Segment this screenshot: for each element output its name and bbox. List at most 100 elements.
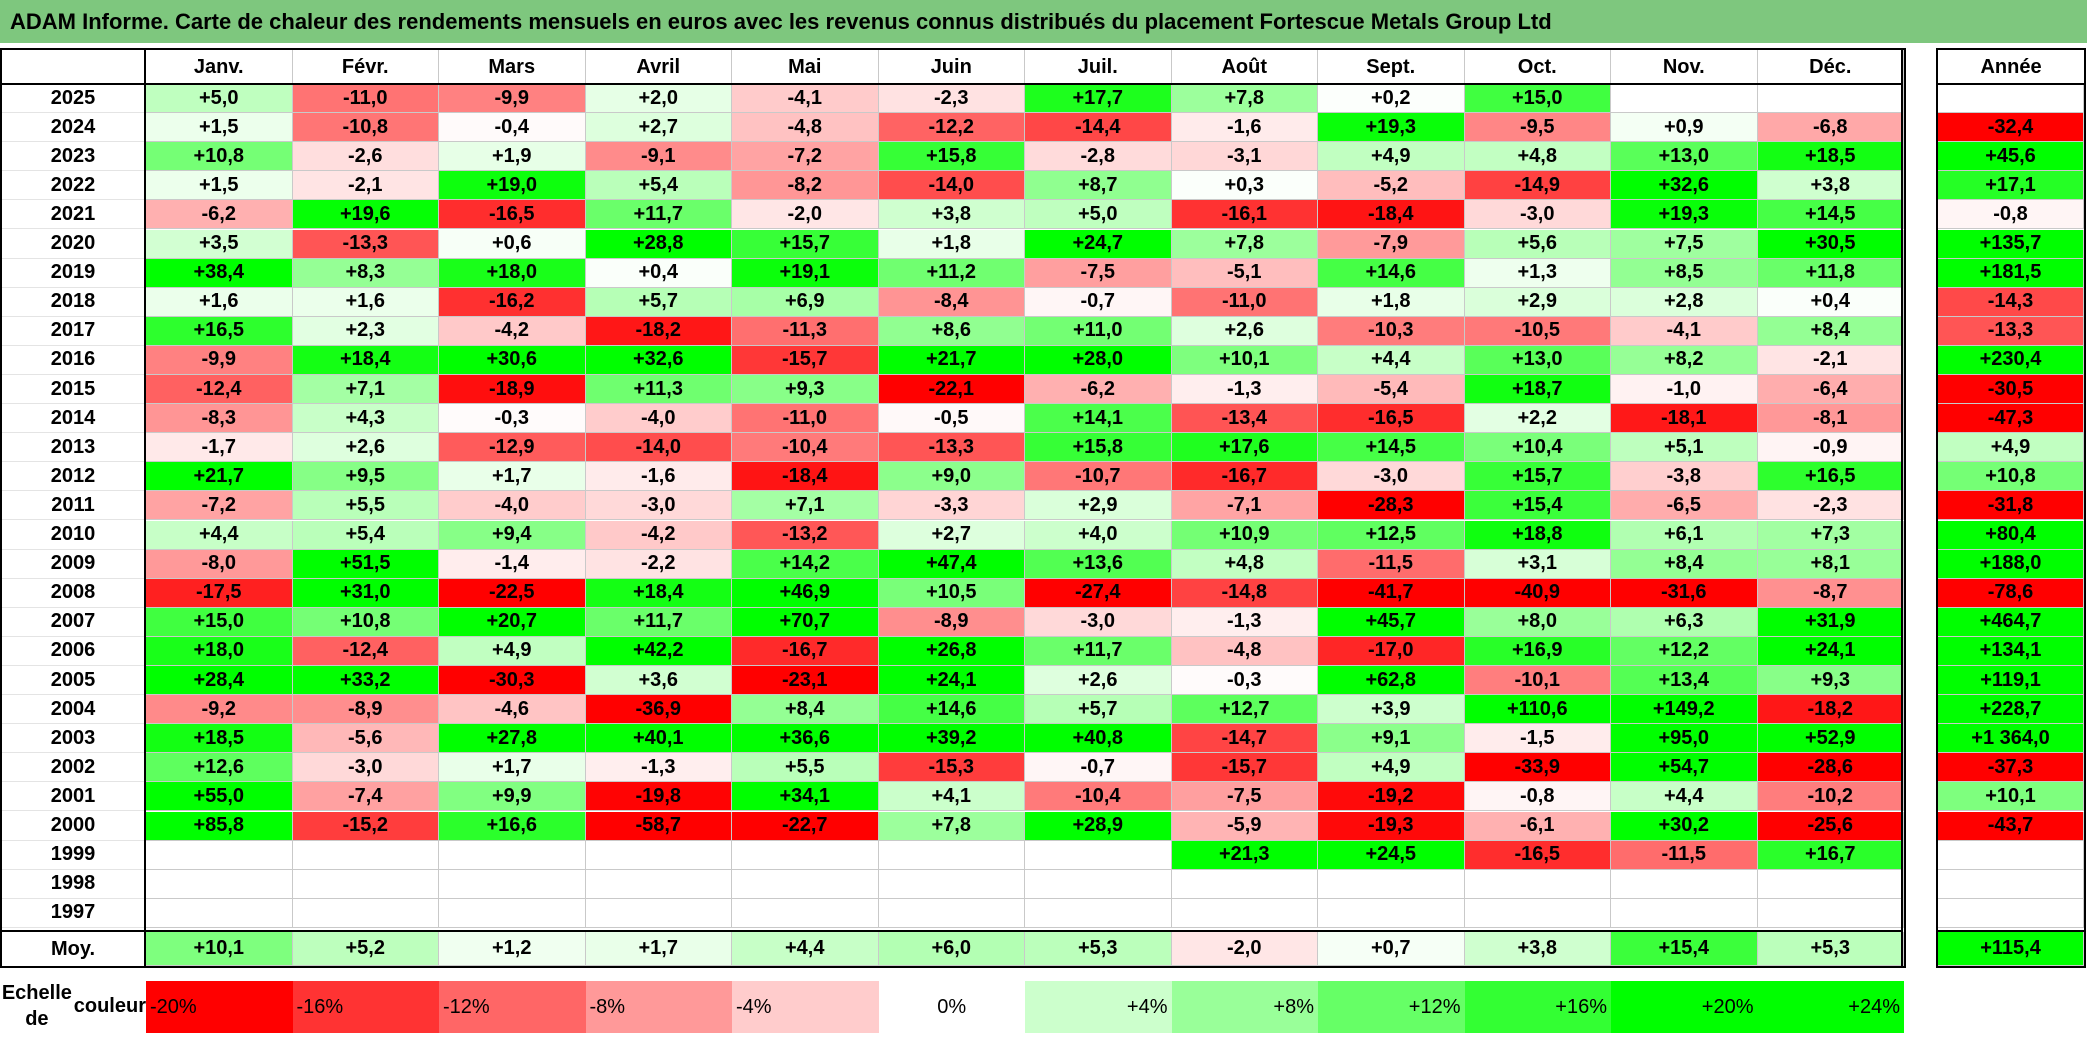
- heatmap-cell: -25,6: [1757, 811, 1904, 841]
- color-scale-swatch: +16%: [1464, 981, 1611, 1033]
- heatmap-cell: +0,4: [1757, 287, 1904, 317]
- heatmap-cell: -9,1: [585, 142, 732, 172]
- heatmap-cell: -18,2: [585, 316, 732, 346]
- heatmap-cell: +18,4: [292, 345, 439, 375]
- heatmap-cell: +16,5: [1757, 462, 1904, 492]
- heatmap-cell: +24,1: [878, 666, 1025, 696]
- year-label: 2021: [0, 200, 146, 230]
- heatmap-cell: +5,0: [1025, 200, 1172, 230]
- heatmap-cell: +9,9: [439, 782, 586, 812]
- heatmap-cell: -18,1: [1611, 404, 1758, 434]
- heatmap-cell: -14,4: [1025, 113, 1172, 143]
- year-label: 1999: [0, 841, 146, 870]
- heatmap-cell: +8,5: [1611, 258, 1758, 288]
- annual-cell: -43,7: [1938, 811, 2084, 841]
- heatmap-cell: -18,4: [732, 462, 879, 492]
- heatmap-cell: [1611, 869, 1758, 899]
- heatmap-cell: +2,3: [292, 316, 439, 346]
- heatmap-cell: +0,3: [1171, 171, 1318, 201]
- heatmap-cell: +13,6: [1025, 549, 1172, 579]
- heatmap-cell: [292, 898, 439, 928]
- heatmap-cell: +10,9: [1171, 520, 1318, 550]
- column-header: Mars: [439, 50, 586, 84]
- heatmap-cell: -17,5: [146, 578, 293, 608]
- heatmap-cell: -3,1: [1171, 142, 1318, 172]
- annual-cell: -13,3: [1938, 316, 2084, 346]
- color-scale-swatch: -20%: [146, 981, 293, 1033]
- year-label: 2004: [0, 695, 146, 725]
- heatmap-cell: +5,0: [146, 84, 293, 114]
- heatmap-cell: -9,9: [439, 84, 586, 114]
- heatmap-cell: [1464, 869, 1611, 899]
- year-label: 2024: [0, 113, 146, 143]
- heatmap-cell: +5,7: [1025, 695, 1172, 725]
- heatmap-cell: +15,7: [1464, 462, 1611, 492]
- heatmap-cell: +6,3: [1611, 607, 1758, 637]
- year-label: 2019: [0, 259, 146, 288]
- annual-cell: -30,5: [1938, 375, 2084, 405]
- heatmap-cell: +11,8: [1757, 258, 1904, 288]
- annual-cell: +80,4: [1938, 520, 2084, 550]
- year-label: 2010: [0, 521, 146, 550]
- heatmap-cell: [585, 840, 732, 870]
- annual-cell: -14,3: [1938, 287, 2084, 317]
- heatmap-cell: +3,5: [146, 229, 293, 259]
- heatmap-cell: +15,7: [732, 229, 879, 259]
- average-cell: -2,0: [1171, 932, 1318, 966]
- heatmap-cell: +18,8: [1464, 520, 1611, 550]
- heatmap-cell: +15,8: [878, 142, 1025, 172]
- heatmap-cell: -0,3: [439, 404, 586, 434]
- heatmap-cell: +42,2: [585, 636, 732, 666]
- heatmap-cell: [732, 840, 879, 870]
- heatmap-cell: +18,7: [1464, 375, 1611, 405]
- heatmap-cell: -0,5: [878, 404, 1025, 434]
- column-header: Juin: [879, 50, 1025, 84]
- heatmap-cell: -19,2: [1318, 782, 1465, 812]
- heatmap-cell: +8,4: [1757, 316, 1904, 346]
- heatmap-cell: [439, 840, 586, 870]
- color-scale-swatch: -4%: [732, 981, 879, 1033]
- heatmap-cell: +4,9: [1318, 753, 1465, 783]
- heatmap-cell: -2,3: [1757, 491, 1904, 521]
- heatmap-cell: -28,3: [1318, 491, 1465, 521]
- heatmap-cell: +2,2: [1464, 404, 1611, 434]
- heatmap-cell: -10,7: [1025, 462, 1172, 492]
- heatmap-cell: +6,1: [1611, 520, 1758, 550]
- heatmap-cell: -11,3: [732, 316, 879, 346]
- heatmap-cell: +14,6: [878, 695, 1025, 725]
- heatmap-cell: [878, 898, 1025, 928]
- heatmap-cell: -4,0: [585, 404, 732, 434]
- heatmap-cell: +55,0: [146, 782, 293, 812]
- heatmap-cell: [1464, 898, 1611, 928]
- heatmap-cell: +11,0: [1025, 316, 1172, 346]
- year-label: 2001: [0, 782, 146, 812]
- heatmap-cell: +9,4: [439, 520, 586, 550]
- year-label: 2023: [0, 142, 146, 172]
- color-scale-label-line: couleur: [73, 995, 146, 1017]
- heatmap-cell: +34,1: [732, 782, 879, 812]
- heatmap-cell: +32,6: [1611, 171, 1758, 201]
- heatmap-cell: +4,3: [292, 404, 439, 434]
- heatmap-cell: +5,5: [732, 753, 879, 783]
- heatmap-cell: -10,2: [1757, 782, 1904, 812]
- heatmap-cell: +8,1: [1757, 549, 1904, 579]
- heatmap-cell: +26,8: [878, 636, 1025, 666]
- heatmap-cell: +15,8: [1025, 433, 1172, 463]
- heatmap-cell: [1171, 869, 1318, 899]
- heatmap-cell: +1,3: [1464, 258, 1611, 288]
- heatmap-cell: +19,3: [1611, 200, 1758, 230]
- heatmap-cell: -18,9: [439, 375, 586, 405]
- heatmap-cell: -6,2: [146, 200, 293, 230]
- heatmap-cell: -7,9: [1318, 229, 1465, 259]
- heatmap-cell: -10,8: [292, 113, 439, 143]
- column-header: Mai: [732, 50, 879, 84]
- heatmap-cell: -12,9: [439, 433, 586, 463]
- heatmap-cell: [1611, 84, 1758, 114]
- heatmap-cell: +10,1: [1171, 345, 1318, 375]
- year-label: 2011: [0, 491, 146, 521]
- heatmap-cell: -11,0: [1171, 287, 1318, 317]
- heatmap-cell: +54,7: [1611, 753, 1758, 783]
- heatmap-cell: +11,7: [585, 200, 732, 230]
- heatmap-cell: -16,5: [439, 200, 586, 230]
- annual-cell: +228,7: [1938, 695, 2084, 725]
